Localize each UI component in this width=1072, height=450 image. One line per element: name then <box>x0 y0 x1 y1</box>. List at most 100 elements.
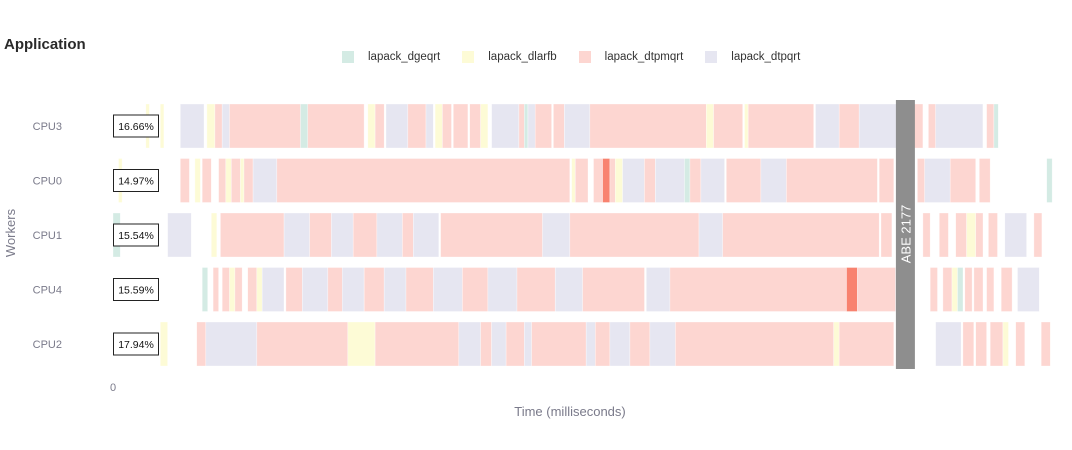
task-bar-cpu4-20[interactable]: lapack_dtpmqrt <box>582 267 645 312</box>
task-bar-cpu3-28[interactable]: lapack_dtpmqrt <box>713 103 743 149</box>
task-bar-cpu0-5[interactable]: lapack_dlarfb <box>225 158 232 203</box>
task-bar-cpu3-38[interactable]: lapack_dgeqrt <box>993 103 999 149</box>
task-bar-cpu3-30[interactable]: lapack_dtpmqrt <box>747 103 815 149</box>
task-bar-cpu3-4[interactable]: lapack_dtpmqrt <box>214 103 223 149</box>
task-bar-cpu2-11[interactable]: lapack_dtpmqrt <box>531 321 587 367</box>
task-bar-cpu4-24[interactable]: lapack_dtpmqrt <box>857 267 896 312</box>
task-bar-cpu3-8[interactable]: lapack_dtpmqrt <box>307 103 365 149</box>
task-bar-cpu0-31[interactable]: lapack_dgeqrt <box>1046 158 1053 203</box>
task-bar-cpu3-31[interactable]: lapack_dtpqrt <box>815 103 840 149</box>
task-bar-cpu4-18[interactable]: lapack_dtpmqrt <box>516 267 556 312</box>
task-bar-cpu2-16[interactable]: lapack_dtpqrt <box>649 321 676 367</box>
marker-band[interactable] <box>895 100 915 369</box>
task-bar-cpu3-21[interactable]: lapack_dgeqrt <box>523 103 529 149</box>
task-bar-cpu4-28[interactable]: lapack_dlarfb <box>951 267 958 312</box>
task-bar-cpu2-25[interactable]: lapack_dtpmqrt <box>1015 321 1026 367</box>
task-bar-cpu3-35[interactable]: lapack_dtpmqrt <box>928 103 937 149</box>
task-bar-cpu1-15[interactable]: lapack_dtpmqrt <box>722 212 880 258</box>
task-bar-cpu4-32[interactable]: lapack_dtpmqrt <box>986 267 995 312</box>
task-bar-cpu2-24[interactable]: lapack_dlarfb <box>1002 321 1009 367</box>
task-bar-cpu3-1[interactable]: lapack_dlarfb <box>160 103 165 149</box>
task-bar-cpu0-28[interactable]: lapack_dtpqrt <box>924 158 951 203</box>
task-bar-cpu2-6[interactable]: lapack_dtpqrt <box>458 321 481 367</box>
task-bar-cpu4-13[interactable]: lapack_dtpqrt <box>383 267 407 312</box>
task-bar-cpu2-21[interactable]: lapack_dtpmqrt <box>962 321 975 367</box>
task-bar-cpu3-20[interactable]: lapack_dtpmqrt <box>518 103 525 149</box>
task-bar-cpu3-10[interactable]: lapack_dtpmqrt <box>374 103 385 149</box>
task-bar-cpu3-16[interactable]: lapack_dtpmqrt <box>452 103 469 149</box>
task-bar-cpu4-0[interactable]: lapack_dgeqrt <box>201 267 208 312</box>
task-bar-cpu4-14[interactable]: lapack_dtpmqrt <box>405 267 434 312</box>
task-bar-cpu4-21[interactable]: lapack_dtpqrt <box>645 267 671 312</box>
task-bar-cpu1-16[interactable]: lapack_dtpmqrt <box>880 212 893 258</box>
task-bar-cpu2-13[interactable]: lapack_dtpmqrt <box>594 321 611 367</box>
task-bar-cpu4-33[interactable]: lapack_dtpmqrt <box>1000 267 1013 312</box>
task-bar-cpu4-26[interactable]: lapack_dtpmqrt <box>929 267 938 312</box>
task-bar-cpu0-2[interactable]: lapack_dlarfb <box>194 158 201 203</box>
task-bar-cpu4-5[interactable]: lapack_dtpmqrt <box>247 267 258 312</box>
task-bar-cpu4-10[interactable]: lapack_dtpmqrt <box>327 267 343 312</box>
task-bar-cpu0-9[interactable]: lapack_dtpqrt <box>252 158 278 203</box>
task-bar-cpu3-2[interactable]: lapack_dtpqrt <box>180 103 205 149</box>
task-bar-cpu4-6[interactable]: lapack_dlarfb <box>256 267 263 312</box>
task-bar-cpu1-4[interactable]: lapack_dtpqrt <box>283 212 310 258</box>
task-bar-cpu0-10[interactable]: lapack_dtpmqrt <box>276 158 571 203</box>
task-bar-cpu2-9[interactable]: lapack_dtpmqrt <box>505 321 525 367</box>
task-bar-cpu1-19[interactable]: lapack_dtpmqrt <box>955 212 967 258</box>
task-bar-cpu1-22[interactable]: lapack_dtpmqrt <box>988 212 998 258</box>
task-bar-cpu0-25[interactable]: lapack_dtpmqrt <box>786 158 878 203</box>
task-bar-cpu0-7[interactable]: lapack_dlarfb <box>240 158 245 203</box>
task-bar-cpu3-25[interactable]: lapack_dtpqrt <box>564 103 591 149</box>
legend-item-dtpmqrt[interactable]: lapack_dtpmqrt <box>578 51 683 63</box>
task-bar-cpu1-6[interactable]: lapack_dtpqrt <box>331 212 354 258</box>
legend-item-dtpqrt[interactable]: lapack_dtpqrt <box>705 51 800 63</box>
task-bar-cpu1-1[interactable]: lapack_dtpqrt <box>167 212 192 258</box>
task-bar-cpu3-11[interactable]: lapack_dtpqrt <box>385 103 409 149</box>
task-bar-cpu2-22[interactable]: lapack_dtpmqrt <box>975 321 987 367</box>
task-bar-cpu3-5[interactable]: lapack_dtpqrt <box>221 103 230 149</box>
task-bar-cpu0-1[interactable]: lapack_dtpmqrt <box>180 158 190 203</box>
task-bar-cpu1-20[interactable]: lapack_dlarfb <box>966 212 976 258</box>
task-bar-cpu1-9[interactable]: lapack_dtpmqrt <box>402 212 414 258</box>
task-bar-cpu0-19[interactable]: lapack_dtpqrt <box>655 158 685 203</box>
task-bar-cpu0-30[interactable]: lapack_dtpmqrt <box>978 158 991 203</box>
task-bar-cpu0-16[interactable]: lapack_dlarfb <box>614 158 623 203</box>
task-bar-cpu4-9[interactable]: lapack_dtpqrt <box>301 267 329 312</box>
task-bar-cpu0-21[interactable]: lapack_dtpmqrt <box>689 158 702 203</box>
task-bar-cpu3-33[interactable]: lapack_dtpqrt <box>858 103 900 149</box>
task-bar-cpu4-29[interactable]: lapack_dgeqrt <box>957 267 964 312</box>
task-bar-cpu0-3[interactable]: lapack_dtpmqrt <box>201 158 212 203</box>
task-bar-cpu0-27[interactable]: lapack_dtpmqrt <box>917 158 926 203</box>
task-bar-cpu2-20[interactable]: lapack_dtpqrt <box>935 321 962 367</box>
task-bar-cpu2-26[interactable]: lapack_dtpmqrt <box>1040 321 1051 367</box>
task-bar-cpu4-15[interactable]: lapack_dtpqrt <box>432 267 463 312</box>
task-bar-cpu4-27[interactable]: lapack_dtpmqrt <box>942 267 953 312</box>
task-bar-cpu0-26[interactable]: lapack_dtpmqrt <box>878 158 895 203</box>
task-bar-cpu3-36[interactable]: lapack_dtpqrt <box>935 103 984 149</box>
legend-item-dlarfb[interactable]: lapack_dlarfb <box>462 51 557 63</box>
task-bar-cpu1-11[interactable]: lapack_dtpmqrt <box>440 212 543 258</box>
task-bar-cpu4-22[interactable]: lapack_dtpmqrt <box>669 267 847 312</box>
task-bar-cpu1-2[interactable]: lapack_dlarfb <box>211 212 218 258</box>
task-bar-cpu1-8[interactable]: lapack_dtpqrt <box>376 212 403 258</box>
task-bar-cpu4-16[interactable]: lapack_dtpmqrt <box>462 267 489 312</box>
task-bar-cpu2-2[interactable]: lapack_dtpqrt <box>205 321 258 367</box>
task-bar-cpu1-23[interactable]: lapack_dtpqrt <box>1004 212 1027 258</box>
task-bar-cpu3-6[interactable]: lapack_dtpmqrt <box>229 103 301 149</box>
task-bar-cpu2-23[interactable]: lapack_dtpmqrt <box>989 321 1004 367</box>
task-bar-cpu0-18[interactable]: lapack_dtpmqrt <box>644 158 656 203</box>
task-bar-cpu3-3[interactable]: lapack_dlarfb <box>206 103 216 149</box>
task-bar-cpu4-31[interactable]: lapack_dtpmqrt <box>973 267 984 312</box>
task-bar-cpu3-24[interactable]: lapack_dtpmqrt <box>553 103 565 149</box>
task-bar-cpu2-0[interactable]: lapack_dlarfb <box>160 321 168 367</box>
task-bar-cpu0-14[interactable]: lapack_dtpmqrt <box>602 158 611 203</box>
task-bar-cpu2-4[interactable]: lapack_dlarfb <box>347 321 376 367</box>
task-bar-cpu0-23[interactable]: lapack_dtpmqrt <box>725 158 762 203</box>
task-bar-cpu0-4[interactable]: lapack_dtpmqrt <box>218 158 227 203</box>
task-bar-cpu2-1[interactable]: lapack_dtpmqrt <box>196 321 207 367</box>
task-bar-cpu1-5[interactable]: lapack_dtpmqrt <box>309 212 332 258</box>
task-bar-cpu2-18[interactable]: lapack_dlarfb <box>833 321 840 367</box>
task-bar-cpu4-30[interactable]: lapack_dtpmqrt <box>964 267 973 312</box>
task-bar-cpu2-3[interactable]: lapack_dtpmqrt <box>256 321 349 367</box>
task-bar-cpu3-17[interactable]: lapack_dtpmqrt <box>469 103 481 149</box>
